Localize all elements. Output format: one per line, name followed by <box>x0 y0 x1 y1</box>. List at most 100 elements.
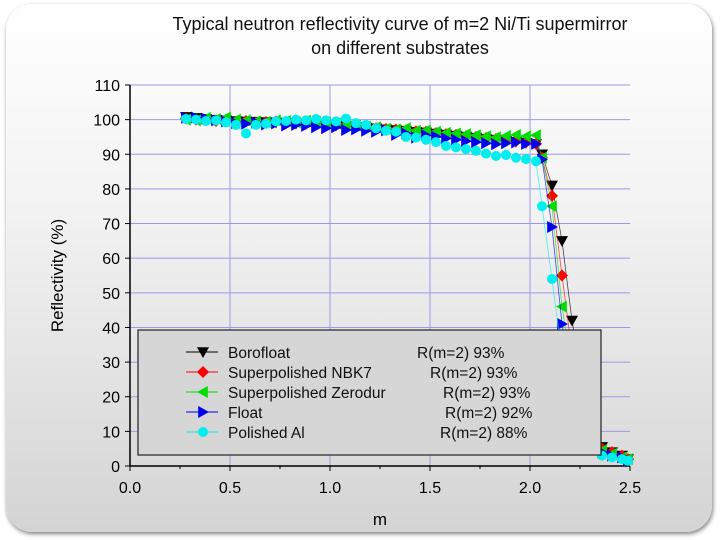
y-tick-label: 90 <box>102 147 120 164</box>
data-point <box>490 131 501 144</box>
data-point <box>547 273 557 284</box>
legend-marker <box>198 427 208 437</box>
data-point <box>470 129 481 142</box>
title-line-1: Typical neutron reflectivity curve of m=… <box>172 14 628 34</box>
y-tick-label: 30 <box>102 355 120 372</box>
data-point <box>566 315 578 327</box>
data-point <box>241 117 252 130</box>
data-point <box>321 115 331 126</box>
data-point <box>510 128 521 141</box>
y-tick-label: 10 <box>102 424 120 441</box>
data-point <box>411 132 421 143</box>
data-point <box>401 131 411 142</box>
data-point <box>537 201 547 212</box>
legend-note: R(m=2) 88% <box>440 425 528 442</box>
y-tick-label: 0 <box>111 459 120 476</box>
data-point <box>191 114 201 125</box>
data-point <box>607 452 617 463</box>
data-point <box>201 116 211 127</box>
data-point <box>531 137 542 150</box>
data-point <box>460 128 471 141</box>
data-point <box>381 125 391 136</box>
data-point <box>321 122 332 135</box>
data-point <box>481 137 492 150</box>
data-point <box>451 142 461 153</box>
y-tick-label: 60 <box>102 251 120 268</box>
data-point <box>311 121 322 134</box>
legend-note: R(m=2) 92% <box>445 405 533 422</box>
legend-note: R(m=2) 93% <box>430 365 518 382</box>
data-point <box>556 300 567 313</box>
data-point <box>291 114 301 125</box>
legend-label: Superpolished Zerodur <box>228 385 386 402</box>
data-point <box>221 117 231 128</box>
x-tick-label: 1.5 <box>419 480 441 497</box>
data-point <box>450 127 461 140</box>
data-point <box>501 149 511 160</box>
data-point <box>440 126 451 139</box>
data-point <box>531 156 541 167</box>
chart-title: Typical neutron reflectivity curve of m=… <box>110 12 690 60</box>
y-axis-label: Reflectivity (%) <box>48 219 67 332</box>
data-point <box>211 115 221 126</box>
x-axis-label: m <box>373 510 387 529</box>
data-point <box>511 136 522 149</box>
x-tick-label: 0.5 <box>219 480 241 497</box>
data-point <box>281 116 291 127</box>
data-point <box>301 115 311 126</box>
legend-label: Float <box>228 405 263 422</box>
data-point <box>361 119 371 130</box>
data-point <box>341 113 351 124</box>
data-point <box>521 137 532 150</box>
data-point <box>441 140 451 151</box>
data-point <box>421 134 431 145</box>
legend-marker <box>197 347 209 358</box>
data-point <box>481 148 491 159</box>
data-point <box>501 137 512 150</box>
data-point <box>371 123 381 134</box>
y-tick-label: 110 <box>94 78 120 95</box>
data-point <box>241 128 251 139</box>
data-point <box>546 200 557 213</box>
data-point <box>520 130 531 143</box>
data-point <box>391 126 401 137</box>
data-point <box>556 236 568 247</box>
data-point <box>461 144 471 155</box>
data-point <box>521 154 531 165</box>
y-tick-label: 80 <box>102 182 120 199</box>
legend-marker <box>197 366 209 378</box>
legend: Borofloat R(m=2) 93% Superpolished NBK7 R(m… <box>137 329 602 456</box>
data-point <box>471 145 481 156</box>
data-point <box>491 151 501 162</box>
data-point <box>530 129 541 142</box>
series-line <box>185 117 629 461</box>
title-line-2: on different substrates <box>311 38 489 58</box>
data-point <box>471 136 482 149</box>
y-tick-label: 70 <box>102 217 120 234</box>
data-point <box>351 118 361 129</box>
series-polished-al <box>181 113 633 466</box>
x-tick-label: 1.0 <box>319 480 341 497</box>
data-point <box>451 133 462 146</box>
data-point <box>461 135 472 148</box>
data-point <box>511 152 521 163</box>
data-point <box>441 132 452 145</box>
series-line <box>185 118 629 462</box>
legend-label: Polished Al <box>228 425 305 442</box>
data-point <box>431 137 441 148</box>
data-point <box>181 113 191 124</box>
data-point <box>480 130 491 143</box>
legend-label: Borofloat <box>228 345 291 362</box>
legend-label: Superpolished NBK7 <box>228 365 372 382</box>
y-tick-label: 40 <box>102 320 120 337</box>
y-tick-label: 20 <box>102 390 120 407</box>
data-point <box>271 116 281 127</box>
data-point <box>491 138 502 151</box>
data-point <box>261 118 271 129</box>
data-point <box>557 317 568 330</box>
data-point <box>547 221 558 234</box>
legend-marker <box>197 386 208 398</box>
data-point <box>231 119 241 130</box>
data-point <box>500 129 511 142</box>
